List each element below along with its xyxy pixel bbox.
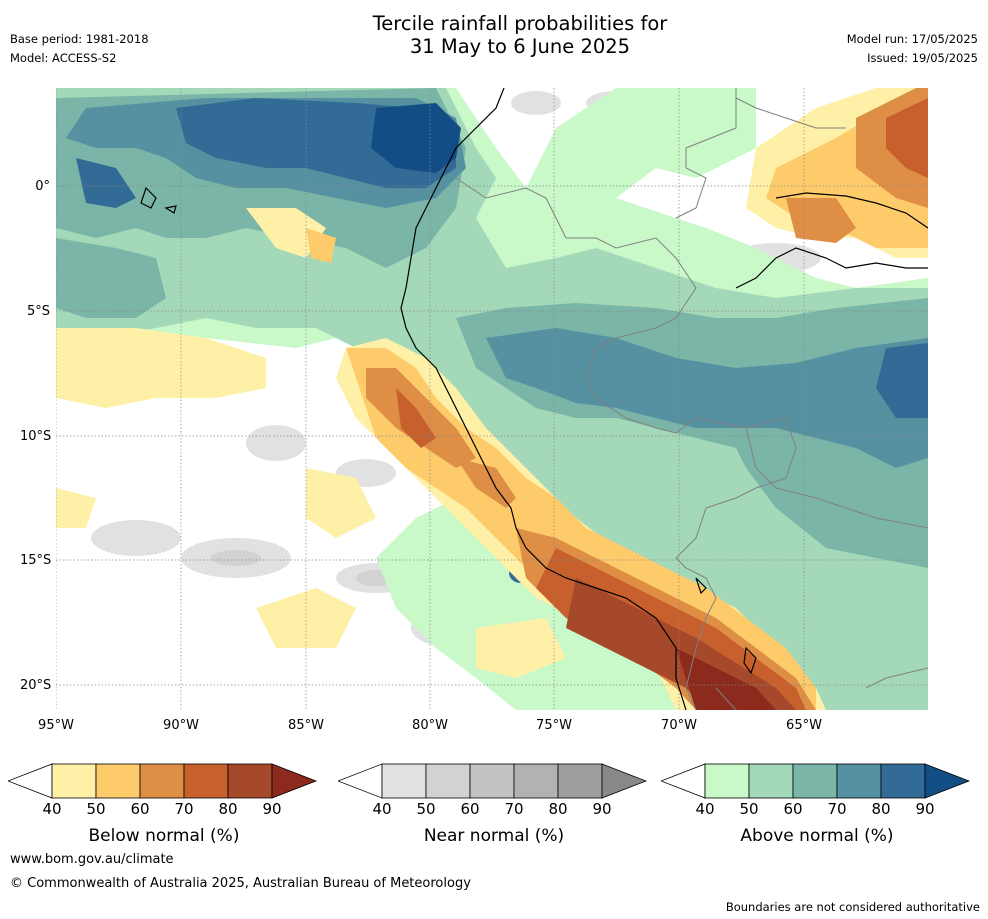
near-swatch — [513, 763, 559, 799]
lon-label-80w: 80°W — [412, 718, 448, 733]
near-swatch — [381, 763, 427, 799]
above-tick-label: 50 — [739, 800, 759, 818]
map-gridlines — [56, 88, 928, 710]
bom-link[interactable]: www.bom.gov.au/climate — [10, 852, 174, 867]
map-title: Tercile rainfall probabilities for 31 Ma… — [0, 12, 988, 58]
coastlines — [140, 88, 928, 710]
near-normal-colorbar — [338, 763, 648, 799]
near-swatch — [557, 763, 603, 799]
near-tick-label: 70 — [504, 800, 524, 818]
above-normal-title: Above normal (%) — [740, 826, 894, 846]
below-tick-label: 40 — [42, 800, 62, 818]
near-swatch — [425, 763, 471, 799]
lon-label-70w: 70°W — [661, 718, 697, 733]
near-tick-label: 40 — [372, 800, 392, 818]
below-over-arrow — [271, 763, 318, 799]
above-swatch — [836, 763, 882, 799]
above-tick-label: 40 — [695, 800, 715, 818]
disclaimer-text: Boundaries are not considered authoritat… — [725, 900, 980, 914]
near-swatch — [469, 763, 515, 799]
above-tick-label: 60 — [783, 800, 803, 818]
below-swatch — [51, 763, 97, 799]
near-under-arrow — [338, 763, 383, 799]
below-swatch — [227, 763, 273, 799]
below-swatch — [139, 763, 185, 799]
lat-label-15s: 15°S — [20, 553, 52, 568]
below-tick-label: 90 — [262, 800, 282, 818]
below-tick-label: 50 — [86, 800, 106, 818]
above-swatch — [792, 763, 838, 799]
copyright-text: © Commonwealth of Australia 2025, Austra… — [10, 876, 471, 891]
title-line-2: 31 May to 6 June 2025 — [409, 35, 631, 58]
model-run-text: Model run: 17/05/2025 — [846, 32, 978, 46]
lat-label-10s: 10°S — [20, 429, 52, 444]
below-swatch — [95, 763, 141, 799]
lon-label-65w: 65°W — [786, 718, 822, 733]
issued-text: Issued: 19/05/2025 — [867, 51, 978, 65]
above-under-arrow — [661, 763, 706, 799]
below-normal-region — [56, 88, 928, 710]
above-swatch — [880, 763, 926, 799]
lon-label-90w: 90°W — [163, 718, 199, 733]
base-period-text: Base period: 1981-2018 — [10, 32, 149, 46]
near-tick-label: 50 — [416, 800, 436, 818]
below-tick-label: 70 — [174, 800, 194, 818]
lat-label-5s: 5°S — [26, 304, 50, 319]
above-swatch — [748, 763, 794, 799]
lat-label-0: 0° — [35, 179, 50, 194]
title-line-1: Tercile rainfall probabilities for — [372, 12, 668, 35]
below-tick-label: 80 — [218, 800, 238, 818]
near-over-arrow — [601, 763, 648, 799]
lat-label-20s: 20°S — [20, 678, 52, 693]
near-tick-label: 80 — [548, 800, 568, 818]
near-normal-title: Near normal (%) — [423, 826, 565, 846]
above-tick-label: 70 — [827, 800, 847, 818]
above-over-arrow — [924, 763, 971, 799]
above-tick-label: 90 — [915, 800, 935, 818]
below-normal-colorbar — [8, 763, 318, 799]
lon-label-85w: 85°W — [288, 718, 324, 733]
near-tick-label: 90 — [592, 800, 612, 818]
lon-label-95w: 95°W — [38, 718, 74, 733]
below-normal-title: Below normal (%) — [88, 826, 240, 846]
country-borders — [455, 88, 928, 710]
below-swatch — [183, 763, 229, 799]
near-tick-label: 60 — [460, 800, 480, 818]
below-under-arrow — [8, 763, 53, 799]
below-tick-label: 60 — [130, 800, 150, 818]
above-swatch — [704, 763, 750, 799]
probability-map — [56, 88, 928, 710]
model-text: Model: ACCESS-S2 — [10, 51, 117, 65]
above-tick-label: 80 — [871, 800, 891, 818]
lon-label-75w: 75°W — [536, 718, 572, 733]
above-normal-colorbar — [661, 763, 971, 799]
